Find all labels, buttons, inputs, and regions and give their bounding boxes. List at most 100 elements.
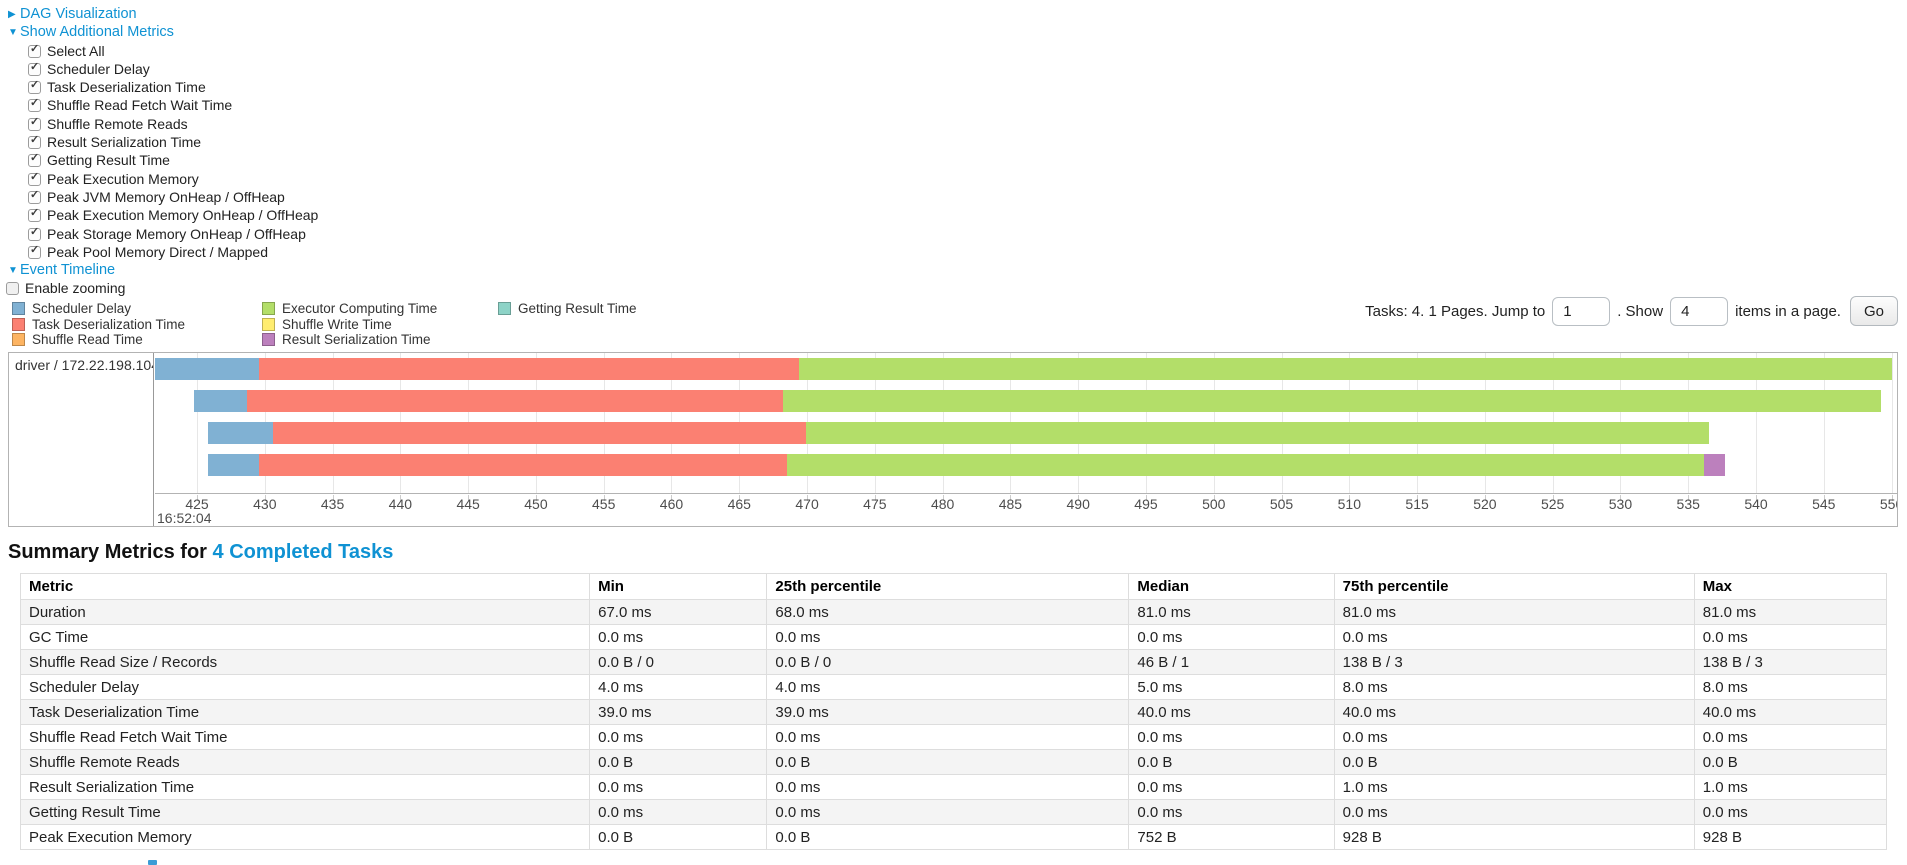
legend-swatch [262, 333, 275, 347]
metric-checkbox-row: Select All [28, 42, 318, 60]
summary-metrics-title: Summary Metrics for 4 Completed Tasks [8, 541, 393, 564]
metric-value-cell: 0.0 B / 0 [589, 649, 768, 675]
axis-tick-label: 485 [998, 496, 1023, 512]
legend-item: Result Serialization Time [262, 332, 474, 348]
metric-value-cell: 0.0 ms [1333, 799, 1695, 825]
chevron-down-icon: ▼ [8, 265, 18, 277]
metric-value-cell: 67.0 ms [589, 599, 768, 625]
metric-checkbox[interactable] [28, 189, 41, 204]
axis-tick-label: 450 [524, 496, 548, 512]
metric-value-cell: 81.0 ms [1128, 599, 1335, 625]
task-segment-scheduler-delay [155, 358, 260, 380]
legend-swatch [262, 302, 275, 315]
task-segment-scheduler-delay [194, 390, 248, 412]
metric-checkbox[interactable] [28, 116, 41, 131]
metric-checkbox[interactable] [28, 61, 41, 76]
enable-zooming-checkbox[interactable] [6, 282, 19, 296]
axis-tick [535, 495, 537, 501]
task-bar[interactable] [155, 454, 1897, 476]
metric-value-cell: 4.0 ms [766, 674, 1130, 700]
task-bar[interactable] [155, 422, 1897, 444]
section-dag-visualization[interactable]: ▶ DAG Visualization [8, 5, 318, 23]
legend-swatch [262, 317, 275, 331]
section-show-additional-metrics[interactable]: ▼ Show Additional Metrics [8, 23, 318, 41]
section-event-timeline[interactable]: ▼ Event Timeline [8, 261, 318, 279]
metric-value-cell: 5.0 ms [1128, 674, 1335, 700]
task-bar[interactable] [155, 358, 1897, 380]
metric-checkbox-label: Shuffle Read Fetch Wait Time [47, 97, 233, 114]
metric-checkbox-label: Peak Execution Memory [47, 170, 199, 187]
axis-tick [332, 495, 334, 501]
legend-label: Task Deserialization Time [32, 316, 186, 332]
metric-value-cell: 0.0 ms [589, 799, 768, 825]
metric-value-cell: 0.0 ms [766, 624, 1130, 650]
metric-checkbox-row: Task Deserialization Time [28, 78, 318, 96]
legend-label: Getting Result Time [518, 301, 637, 316]
axis-tick [1891, 495, 1893, 501]
axis-tick [1213, 495, 1215, 501]
table-header-row: Metric Min 25th percentile Median 75th perce… [19, 573, 1888, 600]
metric-checkbox[interactable] [28, 207, 41, 223]
metric-checkbox-row: Peak Execution Memory OnHeap / OffHeap [28, 206, 318, 224]
metric-value-cell: 0.0 B [766, 749, 1130, 775]
axis-tick [603, 495, 605, 501]
cutoff-element-below [148, 860, 157, 865]
legend-swatch [498, 302, 511, 315]
task-segment-task-deserialization [247, 390, 783, 412]
metric-checkbox[interactable] [28, 152, 41, 168]
timeline-gridline [1756, 353, 1757, 493]
table-row: Getting Result Time 0.0 ms 0.0 ms 0.0 ms 0.0… [19, 799, 1888, 825]
metric-name-cell: Result Serialization Time [19, 774, 591, 800]
axis-tick [874, 495, 876, 501]
metric-checkbox[interactable] [28, 244, 41, 259]
completed-tasks-link[interactable]: 4 Completed Tasks [212, 541, 394, 563]
column-header: Max [1693, 573, 1888, 600]
legend-label: Scheduler Delay [32, 301, 132, 316]
metric-checkbox[interactable] [28, 171, 41, 186]
axis-tick [1145, 495, 1147, 501]
legend-label: Shuffle Write Time [282, 316, 392, 332]
task-bar[interactable] [155, 390, 1897, 412]
table-row: Peak Execution Memory 0.0 B 0.0 B 752 B 928 … [19, 824, 1888, 850]
legend-item: Scheduler Delay [12, 301, 238, 317]
metric-checkbox[interactable] [28, 97, 41, 113]
metric-checkbox-label: Scheduler Delay [47, 60, 150, 77]
metric-checkbox[interactable] [28, 79, 41, 95]
legend-item: Shuffle Write Time [262, 317, 474, 333]
metric-name-cell: Shuffle Remote Reads [19, 749, 591, 775]
metric-value-cell: 0.0 ms [1128, 624, 1335, 650]
metric-value-cell: 0.0 B [589, 824, 768, 850]
dag-visualization-link[interactable]: DAG Visualization [20, 6, 137, 22]
legend-swatch [12, 317, 25, 331]
metric-value-cell: 1.0 ms [1693, 774, 1888, 800]
table-row: Shuffle Read Fetch Wait Time 0.0 ms 0.0 ms… [19, 724, 1888, 750]
table-row: Shuffle Remote Reads 0.0 B 0.0 B 0.0 B 0.0 B… [19, 749, 1888, 775]
items-in-page-text: items in a page. [1735, 302, 1841, 320]
metric-value-cell: 1.0 ms [1333, 774, 1695, 800]
axis-tick [1823, 495, 1825, 501]
axis-tick [264, 495, 266, 501]
axis-tick-label: 435 [320, 496, 345, 512]
axis-tick [671, 495, 673, 501]
jump-to-page-input[interactable] [1552, 296, 1611, 326]
metric-value-cell: 0.0 ms [1693, 724, 1888, 750]
go-button[interactable]: Go [1849, 296, 1898, 326]
metric-checkbox[interactable] [28, 134, 41, 150]
chevron-right-icon: ▶ [8, 9, 16, 20]
metric-value-cell: 0.0 ms [766, 799, 1130, 825]
metric-value-cell: 0.0 ms [589, 624, 768, 650]
table-row: Task Deserialization Time 39.0 ms 39.0 ms 4… [19, 699, 1888, 725]
axis-time-label: 16:52:04 [157, 510, 212, 526]
metric-checkbox[interactable] [28, 226, 41, 241]
event-timeline-link[interactable]: Event Timeline [20, 262, 116, 279]
metric-value-cell: 46 B / 1 [1128, 649, 1335, 675]
enable-zooming-row: Enable zooming [6, 279, 318, 297]
items-per-page-input[interactable] [1670, 296, 1729, 326]
task-segment-executor-computing [805, 422, 1709, 444]
axis-tick-label: 495 [1134, 496, 1158, 512]
show-additional-metrics-link[interactable]: Show Additional Metrics [20, 24, 174, 41]
metric-value-cell: 8.0 ms [1693, 674, 1888, 700]
metric-checkbox[interactable] [28, 43, 41, 58]
axis-tick-label: 480 [930, 496, 955, 512]
task-segment-task-deserialization [259, 454, 787, 476]
